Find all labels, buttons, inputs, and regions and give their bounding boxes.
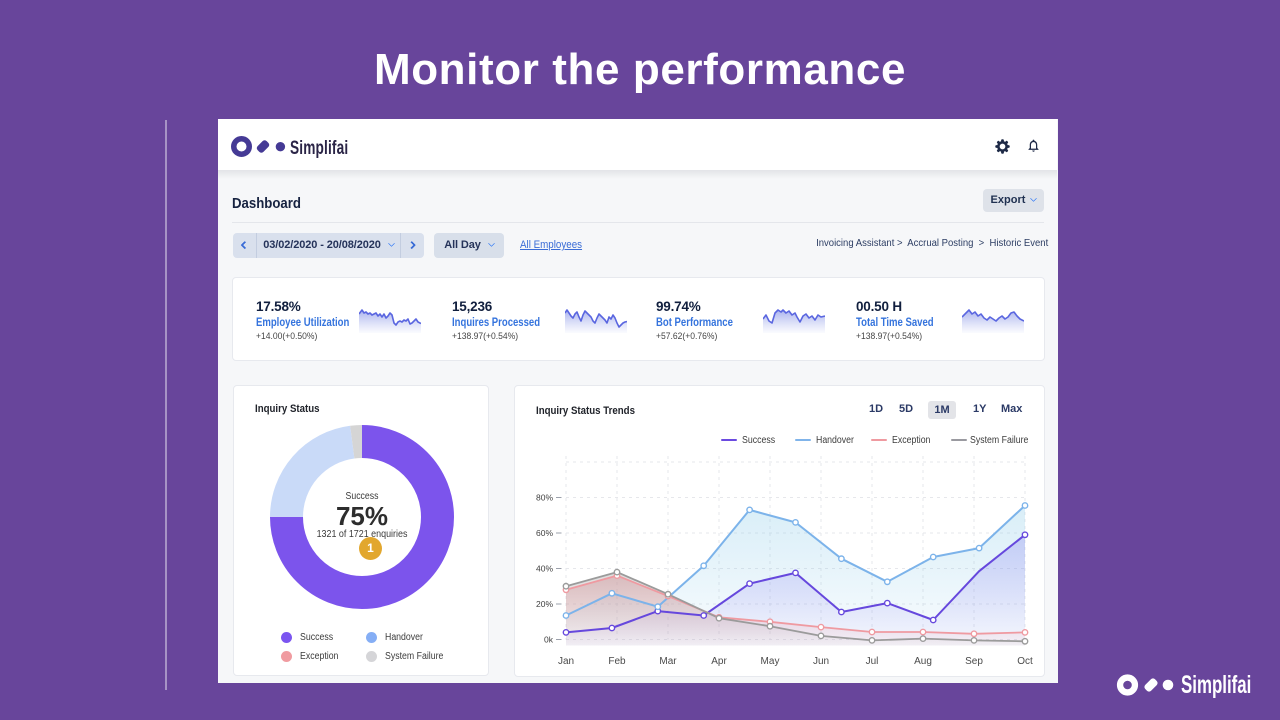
svg-text:May: May [761,656,780,667]
svg-text:Oct: Oct [1017,656,1033,667]
svg-text:Jan: Jan [558,656,574,667]
svg-text:20%: 20% [536,599,553,609]
svg-text:80%: 80% [536,493,553,503]
svg-text:Aug: Aug [914,656,932,667]
svg-text:Jul: Jul [866,656,879,667]
svg-text:Jun: Jun [813,656,829,667]
svg-text:60%: 60% [536,528,553,538]
svg-text:Apr: Apr [711,656,727,667]
svg-text:0k: 0k [544,635,554,645]
svg-text:Feb: Feb [608,656,626,667]
svg-text:Sep: Sep [965,656,983,667]
svg-text:40%: 40% [536,564,553,574]
svg-text:Mar: Mar [659,656,677,667]
